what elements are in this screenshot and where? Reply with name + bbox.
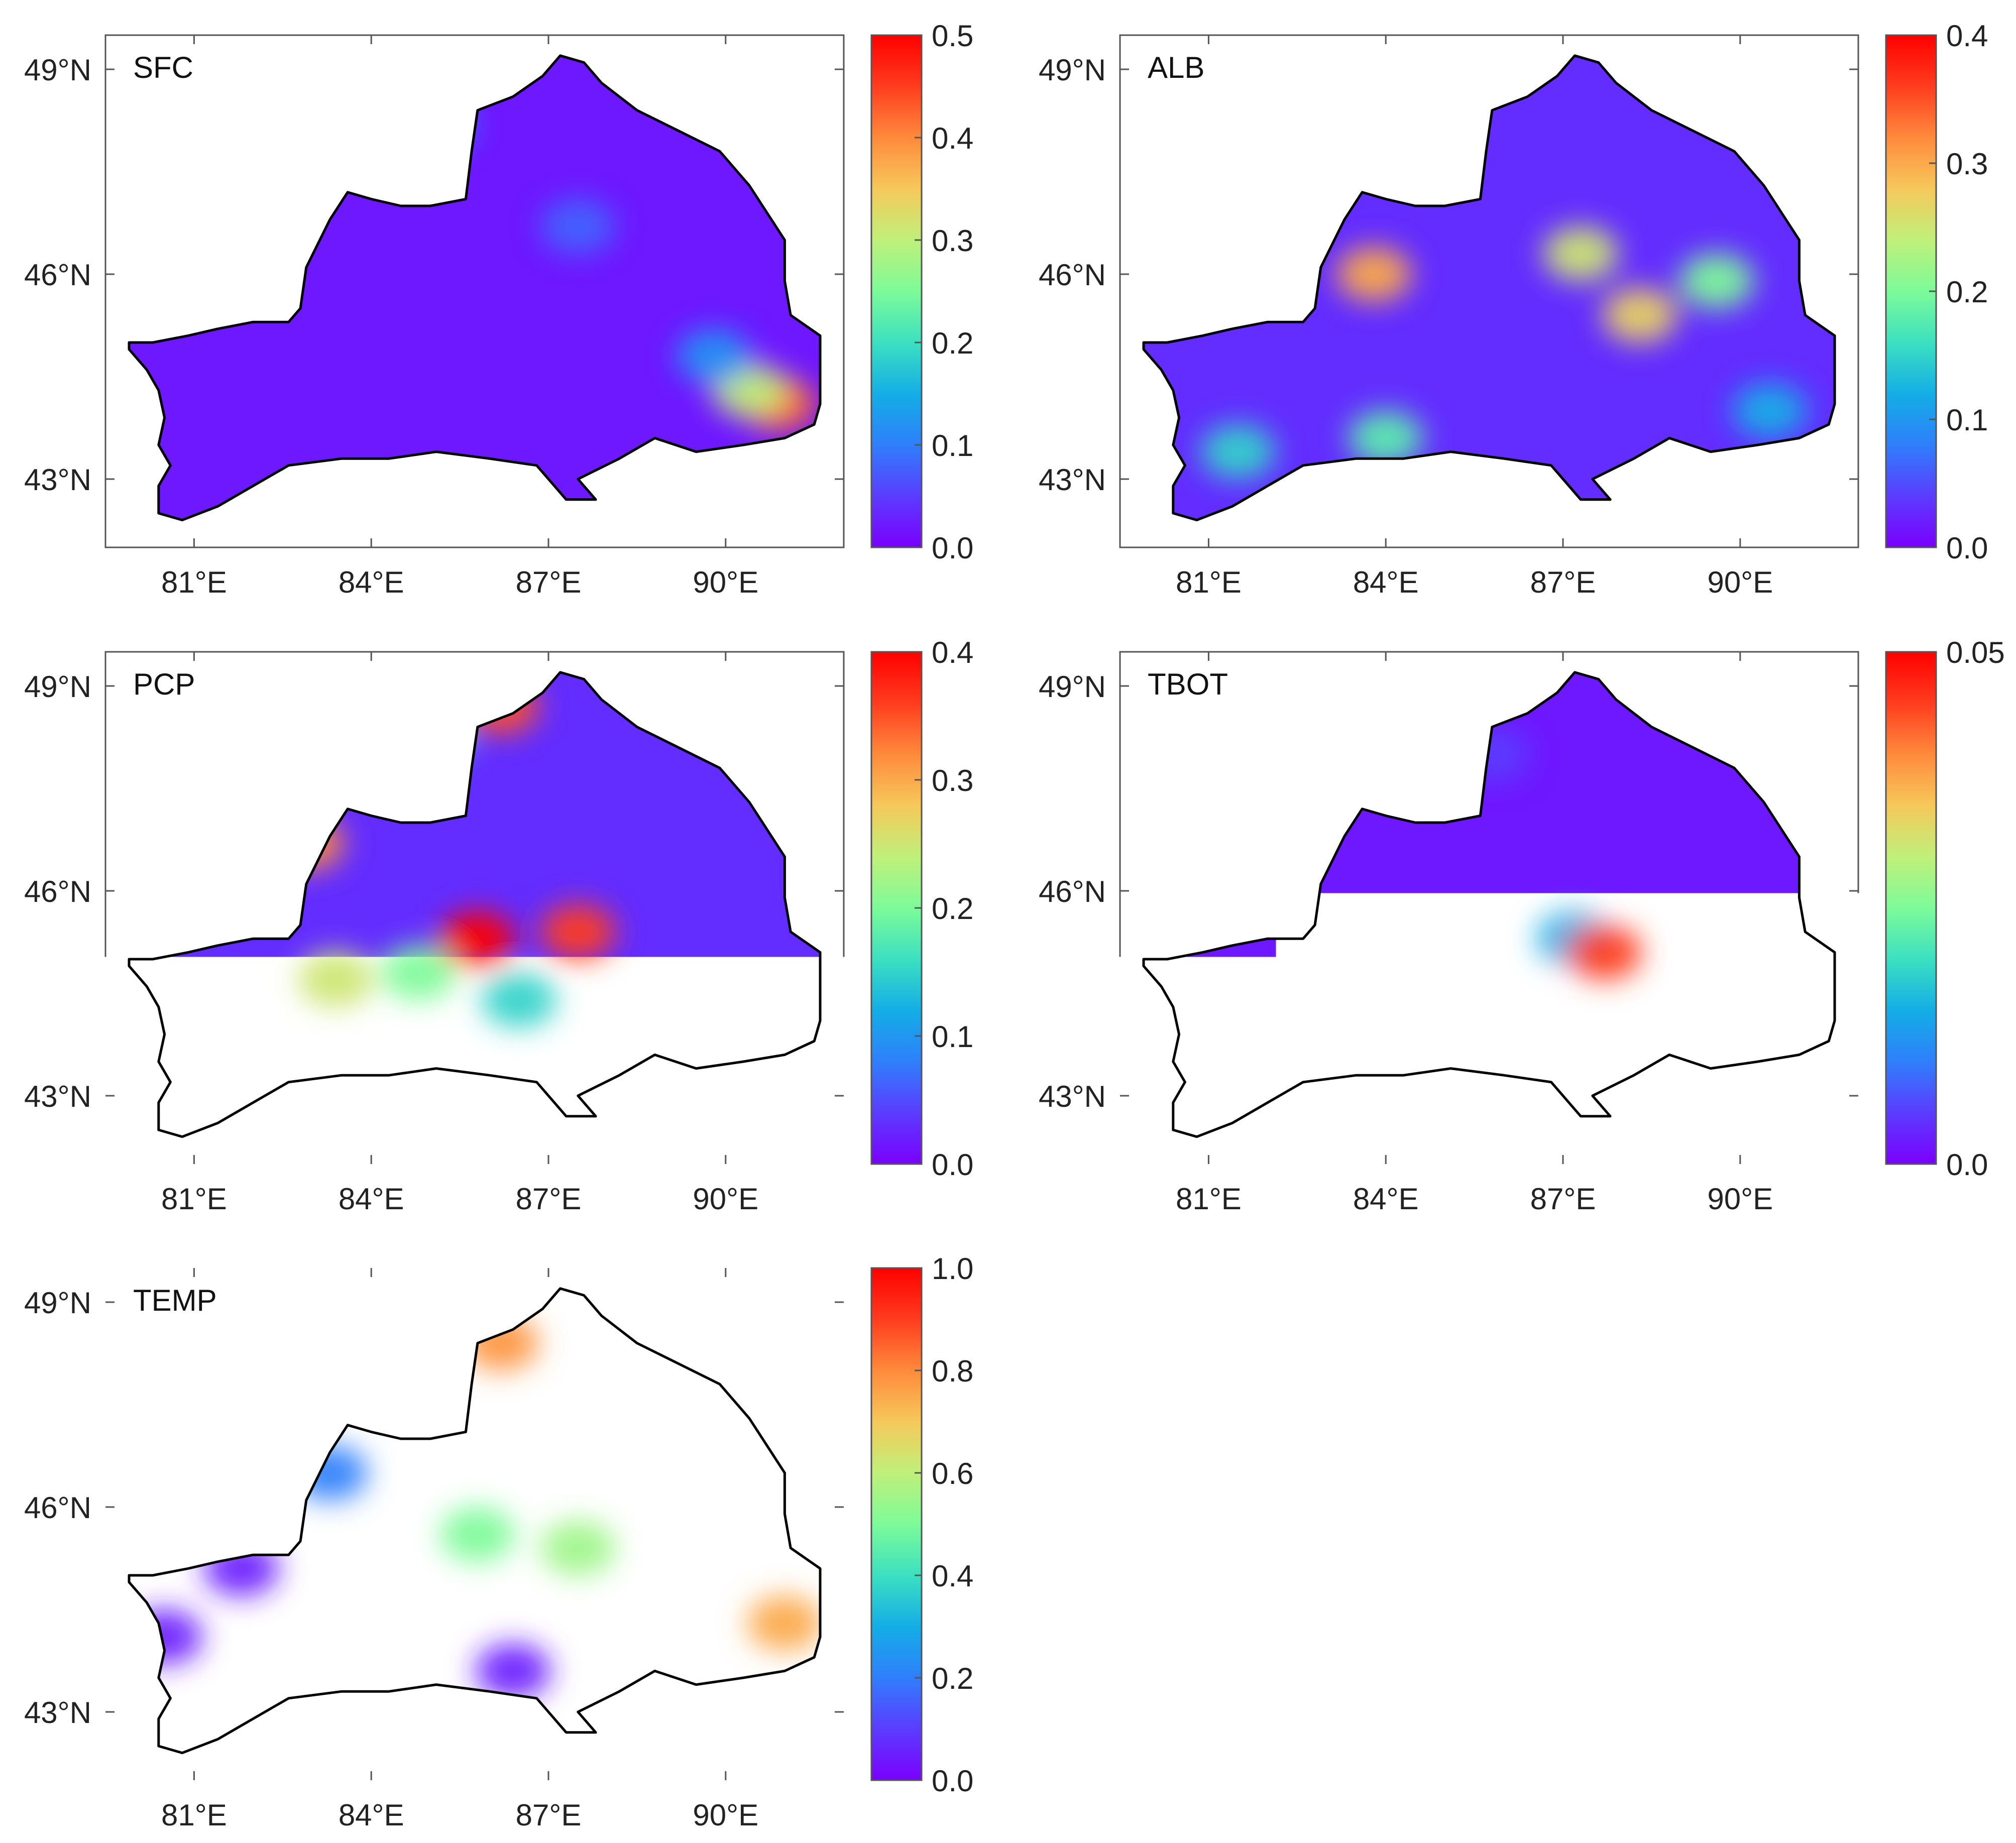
x-tick-label: 81°E [1176,1182,1242,1216]
colorbar [871,35,922,547]
feature-spot [676,328,751,384]
feature-spot [1200,424,1276,480]
feature-spot [1732,383,1808,438]
panel-sfc: 81°E 84°E 87°E 90°E 49°N 46°N 43°N SFC 0.0 0.1 0.2… [0,0,1004,608]
y-tick-label: 43°N [24,463,91,497]
feature-spot [1602,288,1677,343]
feature-spot [1566,925,1642,980]
panel-title: ALB [1148,51,1204,84]
map-svg: 81°E 84°E 87°E 90°E 49°N 46°N 43°N TEMP 0.0 0.2 0.… [0,1233,1004,1840]
y-tick-label: 49°N [1039,53,1106,87]
colorbar-tick-label: 0.1 [932,429,973,463]
feature-spot [747,1595,822,1651]
colorbar-tick-label: 0.2 [932,1662,973,1695]
y-tick-label: 43°N [24,1080,91,1113]
map-svg: 81°E 84°E 87°E 90°E 49°N 46°N 43°N PCP 0.0 0.1 0.2… [0,617,1004,1224]
x-tick-label: 87°E [516,565,582,599]
colorbar-tick-label: 0.4 [1946,19,1988,53]
map-svg: 81°E 84°E 87°E 90°E 49°N 46°N 43°N ALB 0.0 0.1 0.2… [1015,0,2016,608]
feature-spot [1336,247,1412,302]
x-tick-label: 87°E [516,1182,582,1216]
x-tick-label: 90°E [1707,565,1773,599]
colorbar [871,652,922,1164]
x-tick-label: 84°E [339,1798,404,1832]
y-tick-label: 46°N [24,1491,91,1525]
panel-title: PCP [133,667,195,701]
y-tick-label: 43°N [24,1696,91,1730]
x-tick-label: 84°E [1353,1182,1419,1216]
feature-spot [1679,254,1754,309]
colorbar-tick-label: 0.2 [1946,275,1988,309]
x-tick-label: 87°E [1530,565,1596,599]
y-tick-label: 49°N [24,670,91,704]
x-tick-label: 81°E [161,1798,227,1832]
x-tick-label: 81°E [161,565,227,599]
feature-spot [440,1507,515,1562]
feature-spot [540,1521,616,1576]
colorbar-tick-label: 0.3 [932,764,973,797]
colorbar-tick-label: 1.0 [932,1252,973,1286]
x-tick-label: 84°E [339,1182,404,1216]
colorbar-tick-label: 0.6 [932,1457,973,1490]
colorbar-tick-label: 0.1 [1946,403,1988,437]
colorbar-tick-label: 0.2 [932,326,973,360]
panel-tbot: 81°E 84°E 87°E 90°E 49°N 46°N 43°N TBOT 0.0 0.05 [1015,617,2016,1224]
colorbar-tick-label: 0.4 [932,636,973,669]
colorbar-tick-label: 0.0 [932,531,973,565]
x-tick-label: 90°E [693,565,758,599]
colorbar-tick-label: 0.0 [932,1148,973,1182]
feature-spot [440,911,515,966]
panel-title: SFC [133,51,193,84]
colorbar-tick-label: 0.0 [1946,531,1988,565]
figure: 81°E 84°E 87°E 90°E 49°N 46°N 43°N SFC 0.0 0.1 0.2… [0,0,2016,1843]
x-tick-label: 81°E [1176,565,1242,599]
x-tick-label: 87°E [516,1798,582,1832]
colorbar-tick-label: 0.4 [932,122,973,155]
feature-spot [298,952,374,1007]
colorbar-tick-label: 0.0 [932,1764,973,1798]
panel-title: TEMP [133,1284,217,1317]
y-tick-label: 46°N [24,258,91,292]
panel-pcp: 81°E 84°E 87°E 90°E 49°N 46°N 43°N PCP 0.0 0.1 0.2… [0,617,1004,1224]
map-svg: 81°E 84°E 87°E 90°E 49°N 46°N 43°N SFC 0.0 0.1 0.2… [0,0,1004,608]
y-tick-label: 43°N [1039,1080,1106,1113]
colorbar-tick-label: 0.3 [1946,147,1988,181]
colorbar-tick-label: 0.2 [932,892,973,926]
y-tick-label: 46°N [24,875,91,908]
panel-alb: 81°E 84°E 87°E 90°E 49°N 46°N 43°N ALB 0.0 0.1 0.2… [1015,0,2016,608]
y-tick-label: 43°N [1039,463,1106,497]
colorbar-tick-label: 0.8 [932,1354,973,1388]
colorbar-tick-label: 0.4 [932,1559,973,1593]
y-tick-label: 46°N [1039,875,1106,908]
feature-spot [481,973,556,1028]
x-tick-label: 90°E [1707,1182,1773,1216]
y-tick-label: 49°N [24,1286,91,1320]
colorbar-tick-label: 0.1 [932,1020,973,1054]
panel-title: TBOT [1148,667,1228,701]
x-tick-label: 84°E [339,565,404,599]
x-tick-label: 87°E [1530,1182,1596,1216]
colorbar-tick-label: 0.05 [1946,636,2005,669]
panel-temp: 81°E 84°E 87°E 90°E 49°N 46°N 43°N TEMP 0.0 0.2 0.… [0,1233,1004,1840]
colorbar-tick-label: 0.5 [932,19,973,53]
x-tick-label: 90°E [693,1798,758,1832]
y-tick-label: 49°N [24,53,91,87]
x-tick-label: 90°E [693,1182,758,1216]
colorbar-tick-label: 0.0 [1946,1148,1988,1182]
feature-spot [540,904,616,960]
colorbar-tick-label: 0.3 [932,224,973,258]
y-tick-label: 49°N [1039,670,1106,704]
x-tick-label: 81°E [161,1182,227,1216]
feature-spot [540,199,616,254]
x-tick-label: 84°E [1353,565,1419,599]
feature-spot [1543,226,1618,281]
map-svg: 81°E 84°E 87°E 90°E 49°N 46°N 43°N TBOT 0.0 0.05 [1015,617,2016,1224]
colorbar [1886,35,1936,547]
y-tick-label: 46°N [1039,258,1106,292]
colorbar [871,1268,922,1780]
feature-spot [381,945,456,1000]
colorbar [1886,652,1936,1164]
